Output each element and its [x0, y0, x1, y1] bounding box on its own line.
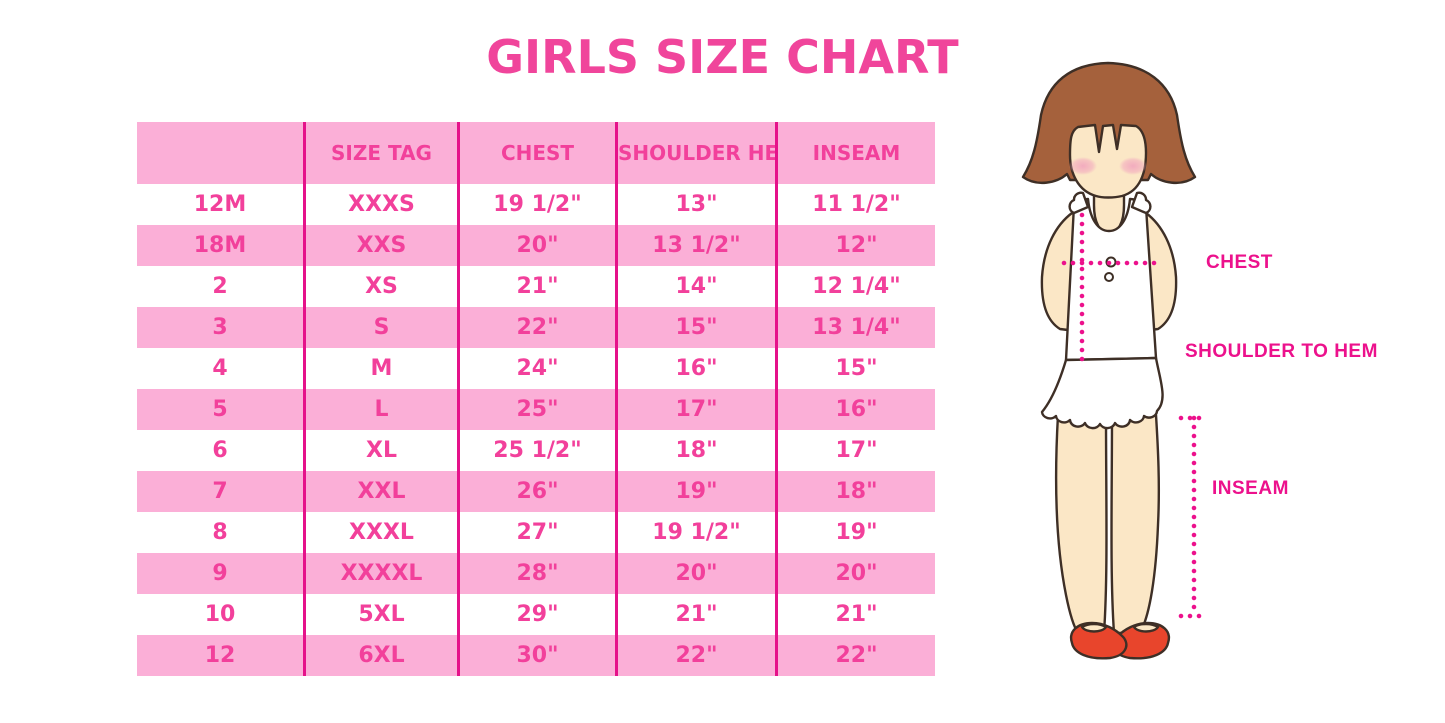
- table-cell: 13": [615, 184, 775, 225]
- table-cell: 20": [457, 225, 615, 266]
- table-cell: M: [303, 348, 457, 389]
- right-shoe-opening: [1132, 622, 1160, 633]
- table-cell: 7: [212, 479, 228, 504]
- shoulder-to-hem-measurement-label: SHOULDER TO HEM: [1185, 341, 1378, 362]
- table-row: 7 XXL 26" 19" 18": [137, 471, 935, 512]
- table-cell: 21": [615, 594, 775, 635]
- right-leg: [1110, 413, 1161, 635]
- table-cell: XXXS: [303, 184, 457, 225]
- blush-right: [1119, 157, 1147, 175]
- table-cell: 4: [212, 356, 228, 381]
- table-cell: 12 1/4": [775, 266, 935, 307]
- table-cell: 22": [615, 635, 775, 676]
- table-cell: 12: [204, 643, 236, 668]
- table-cell: 20": [615, 553, 775, 594]
- table-cell: 24": [457, 348, 615, 389]
- page-title: GIRLS SIZE CHART: [486, 30, 959, 84]
- size-table-rows: 12M XXXS 19 1/2" 13" 11 1/2" 18M XXS 20" 13 1/2"…: [137, 184, 935, 676]
- table-row: 5 L 25" 17" 16": [137, 389, 935, 430]
- table-cell: 18": [615, 430, 775, 471]
- size-table: SIZE TAG CHEST SHOULDER HEM INSEAM 12MXX…: [137, 122, 935, 676]
- table-cell: S: [303, 307, 457, 348]
- table-cell: 29": [457, 594, 615, 635]
- table-row: 12M XXXS 19 1/2" 13" 11 1/2": [137, 184, 935, 225]
- table-cell: XL: [303, 430, 457, 471]
- table-cell: XXL: [303, 471, 457, 512]
- table-cell: 15": [615, 307, 775, 348]
- face: [1068, 123, 1148, 199]
- girl-figure-illustration: [1021, 61, 1211, 660]
- table-cell: 12": [775, 225, 935, 266]
- column-header-size-tag: SIZE TAG: [303, 122, 457, 184]
- table-cell: L: [303, 389, 457, 430]
- table-cell: 5: [212, 397, 228, 422]
- table-cell: XXS: [303, 225, 457, 266]
- table-row: 12 6XL 30" 22" 22": [137, 635, 935, 676]
- table-cell: 25": [457, 389, 615, 430]
- table-cell: 16": [615, 348, 775, 389]
- table-cell: 28": [457, 553, 615, 594]
- table-cell: 6XL: [303, 635, 457, 676]
- table-cell: 21": [457, 266, 615, 307]
- table-cell: 17": [615, 389, 775, 430]
- hair: [1021, 61, 1197, 185]
- column-header-size: [137, 122, 303, 184]
- table-row: 3 S 22" 15" 13 1/4": [137, 307, 935, 348]
- table-cell: 27": [457, 512, 615, 553]
- left-arm: [1040, 211, 1078, 333]
- table-cell: 8: [212, 520, 228, 545]
- table-cell: 19": [775, 512, 935, 553]
- table-cell: 12M: [193, 192, 247, 217]
- table-cell: 13 1/4": [775, 307, 935, 348]
- table-cell: 2: [212, 274, 228, 299]
- table-row: 4 M 24" 16" 15": [137, 348, 935, 389]
- table-cell: 3: [212, 315, 228, 340]
- right-shoulder-ruffle: [1130, 191, 1152, 215]
- table-cell: 14": [615, 266, 775, 307]
- table-cell: XXXL: [303, 512, 457, 553]
- table-header-row: SIZE TAG CHEST SHOULDER HEM INSEAM: [137, 122, 935, 184]
- table-row: 6 XL 25 1/2" 18" 17": [137, 430, 935, 471]
- table-cell: 19 1/2": [457, 184, 615, 225]
- column-header-inseam: INSEAM: [775, 122, 935, 184]
- table-cell: 11 1/2": [775, 184, 935, 225]
- table-cell: 19 1/2": [615, 512, 775, 553]
- table-cell: 22": [457, 307, 615, 348]
- table-cell: 6: [212, 438, 228, 463]
- table-row: 2 XS 21" 14" 12 1/4": [137, 266, 935, 307]
- blush-left: [1069, 157, 1097, 175]
- skirt: [1040, 356, 1164, 430]
- column-header-chest: CHEST: [457, 122, 615, 184]
- table-cell: 18": [775, 471, 935, 512]
- table-row: 18M XXS 20" 13 1/2" 12": [137, 225, 935, 266]
- chest-measurement-label: CHEST: [1206, 252, 1273, 273]
- table-cell: 15": [775, 348, 935, 389]
- table-cell: 9: [212, 561, 228, 586]
- column-header-shoulder-hem: SHOULDER HEM: [615, 122, 775, 184]
- left-shoe: [1069, 621, 1128, 660]
- table-cell: 13 1/2": [615, 225, 775, 266]
- table-cell: XS: [303, 266, 457, 307]
- table-cell: 26": [457, 471, 615, 512]
- table-cell: 16": [775, 389, 935, 430]
- table-cell: 18M: [193, 233, 247, 258]
- table-cell: 20": [775, 553, 935, 594]
- table-cell: 10: [204, 602, 236, 627]
- shirt-button-2: [1104, 272, 1114, 282]
- left-shoe-opening: [1080, 622, 1108, 633]
- table-row: 9 XXXXL 28" 20" 20": [137, 553, 935, 594]
- table-cell: 22": [775, 635, 935, 676]
- table-cell: 5XL: [303, 594, 457, 635]
- table-cell: 19": [615, 471, 775, 512]
- table-cell: 21": [775, 594, 935, 635]
- table-cell: 25 1/2": [457, 430, 615, 471]
- table-cell: 30": [457, 635, 615, 676]
- left-shoulder-ruffle: [1068, 191, 1090, 215]
- table-row: 8 XXXL 27" 19 1/2" 19": [137, 512, 935, 553]
- inseam-measurement-label: INSEAM: [1212, 478, 1289, 499]
- left-leg: [1054, 413, 1108, 635]
- table-cell: XXXXL: [303, 553, 457, 594]
- table-row: 10 5XL 29" 21" 21": [137, 594, 935, 635]
- table-cell: 17": [775, 430, 935, 471]
